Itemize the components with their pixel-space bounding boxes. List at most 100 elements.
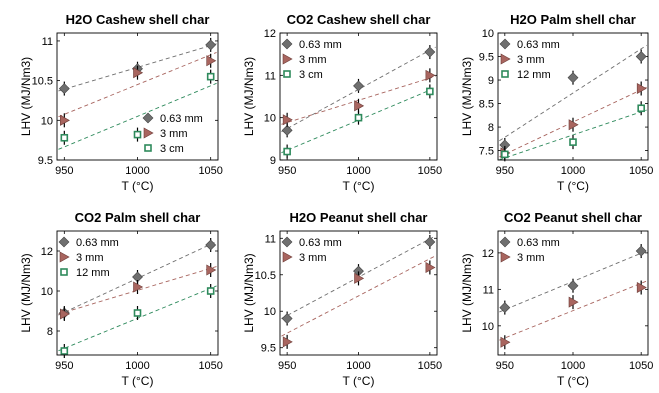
x-axis-label: T (°C) (557, 374, 589, 388)
legend-label: 3 mm (517, 54, 545, 66)
y-tick-label: 9 (488, 75, 494, 87)
legend: 0.63 mm 3 mm (281, 236, 342, 264)
data-point (58, 83, 70, 94)
y-tick-label: 11 (265, 70, 276, 82)
y-tick-label: 8 (47, 326, 53, 338)
legend-label: 0.63 mm (517, 39, 560, 51)
data-point (206, 55, 217, 67)
x-tick-label: 1050 (418, 165, 442, 177)
series (60, 263, 217, 321)
chart-title: CO2 Peanut shell char (504, 210, 642, 225)
plot-area (280, 231, 437, 355)
legend: 0.63 mm 3 mm (499, 236, 560, 264)
data-point (569, 138, 577, 146)
y-tick-label: 12 (482, 248, 494, 260)
trend-line (58, 52, 217, 118)
trend-line (281, 255, 436, 337)
legend-marker (500, 53, 511, 65)
y-tick-label: 10.5 (255, 270, 276, 282)
series (282, 260, 436, 349)
x-tick-label: 1050 (198, 165, 222, 177)
trend-line (58, 82, 217, 150)
y-tick-label: 11 (42, 36, 53, 48)
data-point (133, 67, 144, 79)
data-point (425, 69, 436, 81)
data-point (354, 113, 363, 122)
data-point (424, 236, 436, 248)
data-point (353, 80, 364, 92)
data-point (282, 114, 293, 126)
data-point (205, 239, 217, 251)
series (60, 53, 217, 128)
y-axis-label: LHV (MJ/Nm3) (19, 57, 33, 136)
data-point (568, 296, 579, 308)
y-axis-label: LHV (MJ/Nm3) (460, 57, 474, 136)
x-tick-label: 1000 (346, 360, 370, 372)
legend-marker (501, 70, 509, 78)
legend-label: 3 mm (76, 252, 104, 264)
y-tick-label: 10.5 (32, 76, 53, 88)
y-tick-label: 11 (265, 233, 276, 245)
data-point (206, 72, 215, 81)
chart-title: CO2 Cashew shell char (287, 12, 431, 27)
plot-area (498, 231, 648, 355)
data-point (635, 245, 647, 257)
plot-area (280, 33, 437, 160)
y-tick-label: 8 (488, 122, 494, 134)
data-point (567, 280, 579, 292)
x-tick-label: 1000 (561, 360, 585, 372)
legend-marker (282, 53, 293, 65)
legend: 0.63 mm 3 mm 12 mm (499, 38, 560, 81)
y-tick-label: 9.5 (261, 343, 276, 355)
y-tick-label: 10 (264, 306, 276, 318)
legend-marker (142, 112, 154, 124)
series (281, 234, 436, 326)
plot-frame (279, 230, 438, 356)
x-tick-label: 950 (55, 165, 73, 177)
data-point (206, 287, 215, 295)
data-point (133, 130, 142, 139)
data-point (282, 336, 293, 348)
legend-marker (281, 236, 293, 248)
legend-label: 0.63 mm (299, 39, 342, 51)
x-tick-label: 1050 (629, 360, 653, 372)
x-axis-label: T (°C) (557, 179, 589, 193)
y-tick-label: 7.5 (479, 146, 494, 158)
legend-marker (59, 251, 70, 263)
data-point (60, 133, 69, 142)
data-point (568, 119, 579, 131)
legend: 0.63 mm 3 mm 12 mm (58, 236, 119, 279)
y-tick-label: 9.5 (38, 155, 53, 167)
legend-label: 0.63 mm (160, 113, 203, 125)
legend-label: 3 cm (299, 69, 323, 81)
chart-title: H2O Palm shell char (510, 12, 636, 27)
x-tick-label: 950 (278, 165, 296, 177)
data-point (354, 100, 365, 112)
legend-marker (499, 38, 511, 50)
trend-line (499, 86, 647, 158)
x-axis-label: T (°C) (122, 374, 154, 388)
chart-panel: CO2 Palm shell char 950 1000 1050 8 10 12 T (°C… (19, 210, 223, 388)
plot-frame (497, 32, 649, 161)
data-point (500, 336, 511, 348)
data-point (60, 347, 69, 355)
data-point (281, 124, 293, 136)
series (501, 101, 645, 162)
series (282, 68, 436, 127)
legend-label: 0.63 mm (299, 237, 342, 249)
chart-panel: H2O Palm shell char 950 1000 1050 7.5 8 8.5 9 9.… (460, 12, 653, 193)
data-point (133, 281, 144, 293)
trend-line (499, 109, 647, 160)
x-tick-label: 950 (278, 360, 296, 372)
chart-title: CO2 Palm shell char (75, 210, 201, 225)
chart-title: H2O Cashew shell char (66, 12, 210, 27)
y-tick-label: 12 (264, 28, 276, 40)
series (283, 84, 434, 159)
data-point (635, 51, 647, 62)
plot-frame (279, 32, 438, 161)
data-point (60, 114, 70, 126)
y-tick-label: 12 (41, 246, 53, 258)
legend-marker (281, 38, 293, 50)
x-tick-label: 1000 (125, 165, 149, 177)
